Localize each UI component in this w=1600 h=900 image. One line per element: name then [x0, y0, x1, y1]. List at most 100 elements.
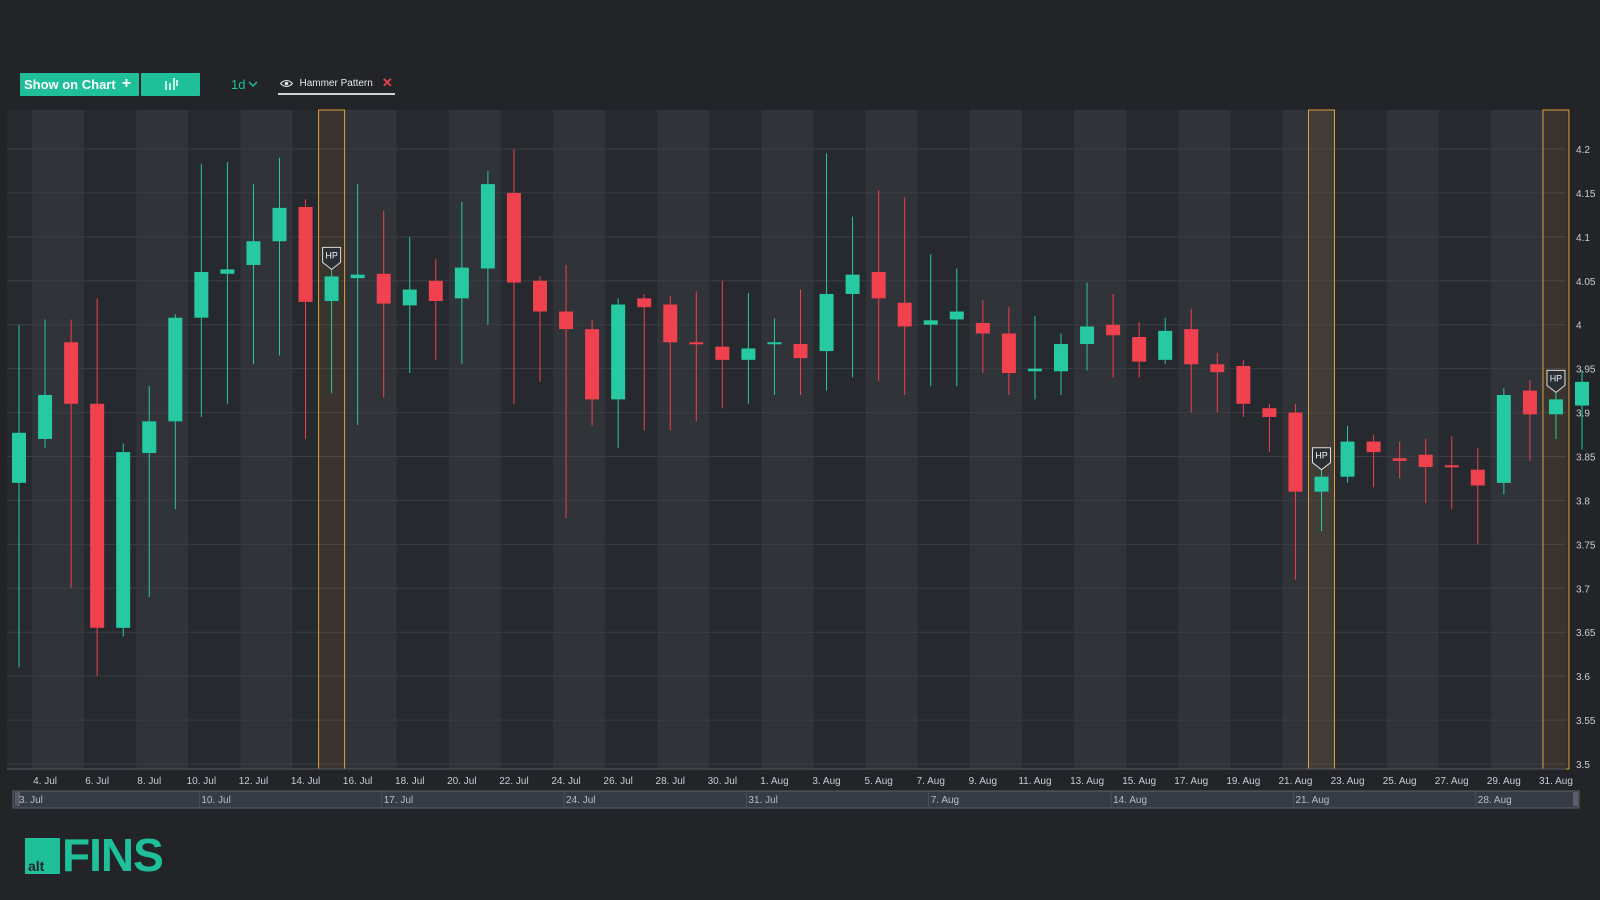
- candle-body: [38, 395, 53, 439]
- navigator-label: 28. Aug: [1478, 795, 1512, 806]
- x-tick-label: 31. Aug: [1539, 776, 1573, 787]
- candle: [533, 276, 547, 382]
- chevron-down-icon: [248, 81, 258, 87]
- candle: [1444, 436, 1459, 510]
- candle-body: [689, 342, 704, 345]
- x-tick-label: 15. Aug: [1122, 776, 1156, 787]
- candle-body: [1548, 399, 1563, 415]
- logo-small-text: alt: [28, 858, 45, 874]
- candle: [64, 319, 79, 589]
- candle: [897, 197, 912, 395]
- hammer-highlight: [1542, 109, 1570, 770]
- navigator-label: 21. Aug: [1295, 795, 1329, 806]
- background-band: [344, 110, 397, 769]
- eye-icon[interactable]: [280, 79, 294, 88]
- candle-body: [845, 274, 860, 294]
- candle-body: [90, 403, 105, 628]
- candles: [12, 149, 1589, 677]
- candle: [689, 291, 704, 422]
- y-tick-label: 3.5: [1576, 760, 1590, 771]
- hammer-marker: HP: [1546, 369, 1566, 394]
- navigator-right-handle: [1573, 792, 1578, 806]
- x-tick-label: 11. Aug: [1018, 776, 1051, 787]
- candle: [1392, 441, 1407, 479]
- x-tick-label: 4. Jul: [33, 776, 57, 787]
- candle: [142, 386, 157, 598]
- candle-body: [1418, 454, 1433, 468]
- y-tick-label: 3.75: [1576, 540, 1596, 551]
- candle-body: [1132, 337, 1147, 362]
- candle-body: [1001, 333, 1016, 374]
- candle-body: [663, 304, 678, 343]
- candle-body: [767, 342, 782, 345]
- candle-body: [585, 329, 600, 400]
- background-band: [32, 110, 85, 769]
- candle-body: [1340, 441, 1355, 477]
- navigator-label: 31. Jul: [748, 795, 777, 806]
- candle: [220, 162, 235, 404]
- candle: [793, 289, 808, 395]
- x-tick-label: 18. Jul: [395, 776, 424, 787]
- x-tick-label: 26. Jul: [603, 776, 632, 787]
- candle: [1470, 447, 1485, 545]
- x-tick-label: 28. Jul: [656, 776, 685, 787]
- candle-body: [12, 432, 26, 483]
- plus-icon: +: [121, 75, 132, 92]
- show-on-chart-button[interactable]: Show on Chart +: [20, 72, 139, 96]
- background-band: [553, 110, 606, 769]
- candle: [975, 300, 990, 374]
- x-tick-label: 17. Aug: [1174, 776, 1208, 787]
- candle: [1340, 425, 1355, 483]
- candle: [871, 190, 886, 381]
- hammer-marker-flag: [1546, 369, 1566, 394]
- candle-body: [1366, 441, 1381, 453]
- candle: [585, 319, 600, 426]
- candle-body: [1288, 412, 1303, 492]
- x-tick-label: 3. Aug: [812, 776, 840, 787]
- show-on-chart-label: Show on Chart: [23, 76, 116, 92]
- x-tick-label: 12. Jul: [239, 776, 268, 787]
- candle-body: [428, 280, 443, 301]
- candle: [298, 199, 313, 439]
- candle: [38, 319, 53, 448]
- candle: [1288, 403, 1303, 580]
- candle: [559, 264, 574, 518]
- x-tick-label: 10. Jul: [187, 776, 216, 787]
- candle: [168, 314, 183, 510]
- candle: [819, 153, 834, 391]
- x-tick-label: 9. Aug: [969, 776, 997, 787]
- candle-body: [168, 317, 183, 422]
- y-tick-label: 3.95: [1576, 365, 1596, 376]
- hammer-marker-label: HP: [1315, 451, 1328, 461]
- interval-dropdown[interactable]: 1d: [231, 77, 258, 92]
- candle: [663, 295, 678, 431]
- candle: [1366, 434, 1381, 488]
- x-tick-label: 19. Aug: [1226, 776, 1260, 787]
- candle-body: [923, 320, 938, 325]
- pattern-highlights: [318, 109, 1570, 770]
- x-tick-label: 16. Jul: [343, 776, 372, 787]
- candle: [1027, 315, 1042, 400]
- x-axis: 4. Jul 6. Jul 8. Jul 10. Jul 12. Jul 14. Jul 1…: [7, 768, 1573, 787]
- candle-body: [64, 342, 79, 404]
- indicator-tab-hammer-pattern[interactable]: Hammer Pattern ✕: [278, 73, 395, 95]
- chart-type-button[interactable]: [141, 72, 200, 96]
- candle: [116, 443, 131, 637]
- y-tick-label: 3.85: [1576, 453, 1596, 464]
- candle: [90, 298, 105, 677]
- interval-label: 1d: [231, 76, 246, 92]
- navigator: 3. Jul 10. Jul 17. Jul 24. Jul 31. Jul 7. Aug…: [12, 790, 1580, 809]
- x-tick-label: 20. Jul: [447, 776, 476, 787]
- close-icon[interactable]: ✕: [381, 75, 393, 90]
- candle: [1522, 380, 1537, 461]
- pattern-markers: HP HP HP: [322, 246, 1566, 471]
- candle: [949, 268, 964, 387]
- candle: [1236, 359, 1251, 417]
- background-band: [761, 110, 814, 769]
- candle: [1158, 317, 1173, 365]
- background-band: [865, 110, 918, 769]
- hammer-marker: HP: [322, 246, 342, 271]
- candle-body: [194, 272, 209, 318]
- candle-body: [1236, 366, 1251, 404]
